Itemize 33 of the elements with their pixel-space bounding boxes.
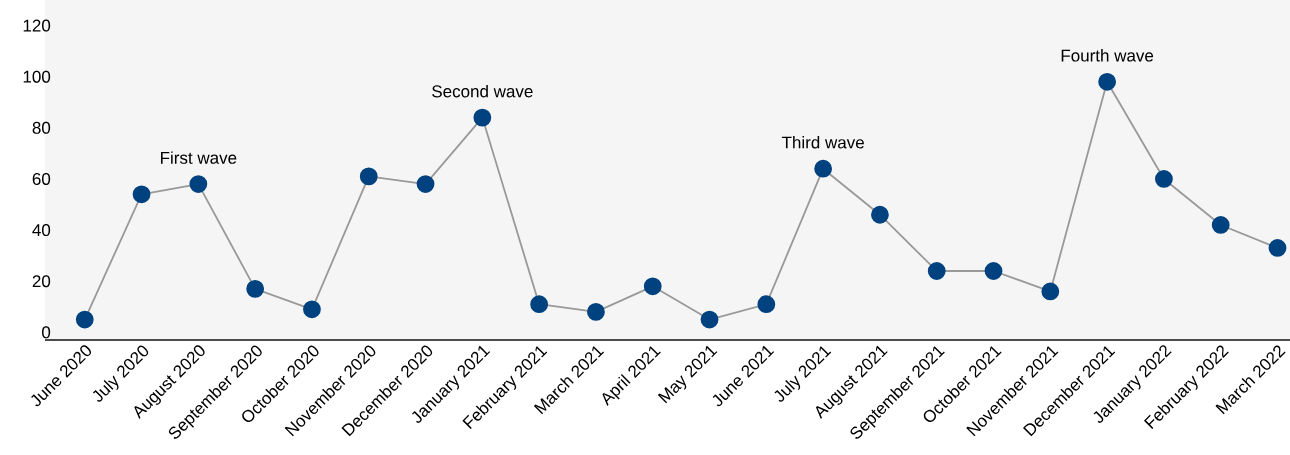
annotation: First wave: [161, 151, 237, 164]
point: [1211, 216, 1230, 234]
point: [359, 167, 378, 186]
point: [587, 302, 605, 321]
point: [1098, 72, 1117, 91]
point: [700, 310, 719, 329]
point: [871, 205, 889, 224]
annotation: Second wave: [432, 84, 533, 98]
y-tick-label: 0: [42, 326, 51, 339]
point: [814, 159, 833, 178]
point: [1041, 282, 1060, 301]
point: [189, 175, 208, 193]
annotation: Third wave: [781, 136, 864, 149]
y-tick-label: 120: [23, 19, 51, 32]
point: [530, 295, 549, 314]
annotation: Fourth wave: [1061, 49, 1154, 62]
point: [643, 277, 662, 296]
point: [132, 185, 151, 204]
point: [984, 262, 1003, 280]
y-tick-label: 80: [32, 121, 51, 134]
y-tick-label: 20: [32, 275, 51, 288]
point: [473, 108, 492, 127]
point: [1155, 170, 1173, 188]
point: [303, 300, 321, 319]
point: [927, 262, 946, 280]
point: [75, 310, 94, 329]
point: [416, 175, 435, 193]
y-tick-label: 40: [32, 224, 51, 237]
point: [246, 279, 265, 298]
y-tick-label: 60: [32, 172, 51, 185]
point: [757, 295, 776, 314]
point: [1268, 239, 1287, 257]
y-tick-label: 100: [23, 70, 51, 83]
